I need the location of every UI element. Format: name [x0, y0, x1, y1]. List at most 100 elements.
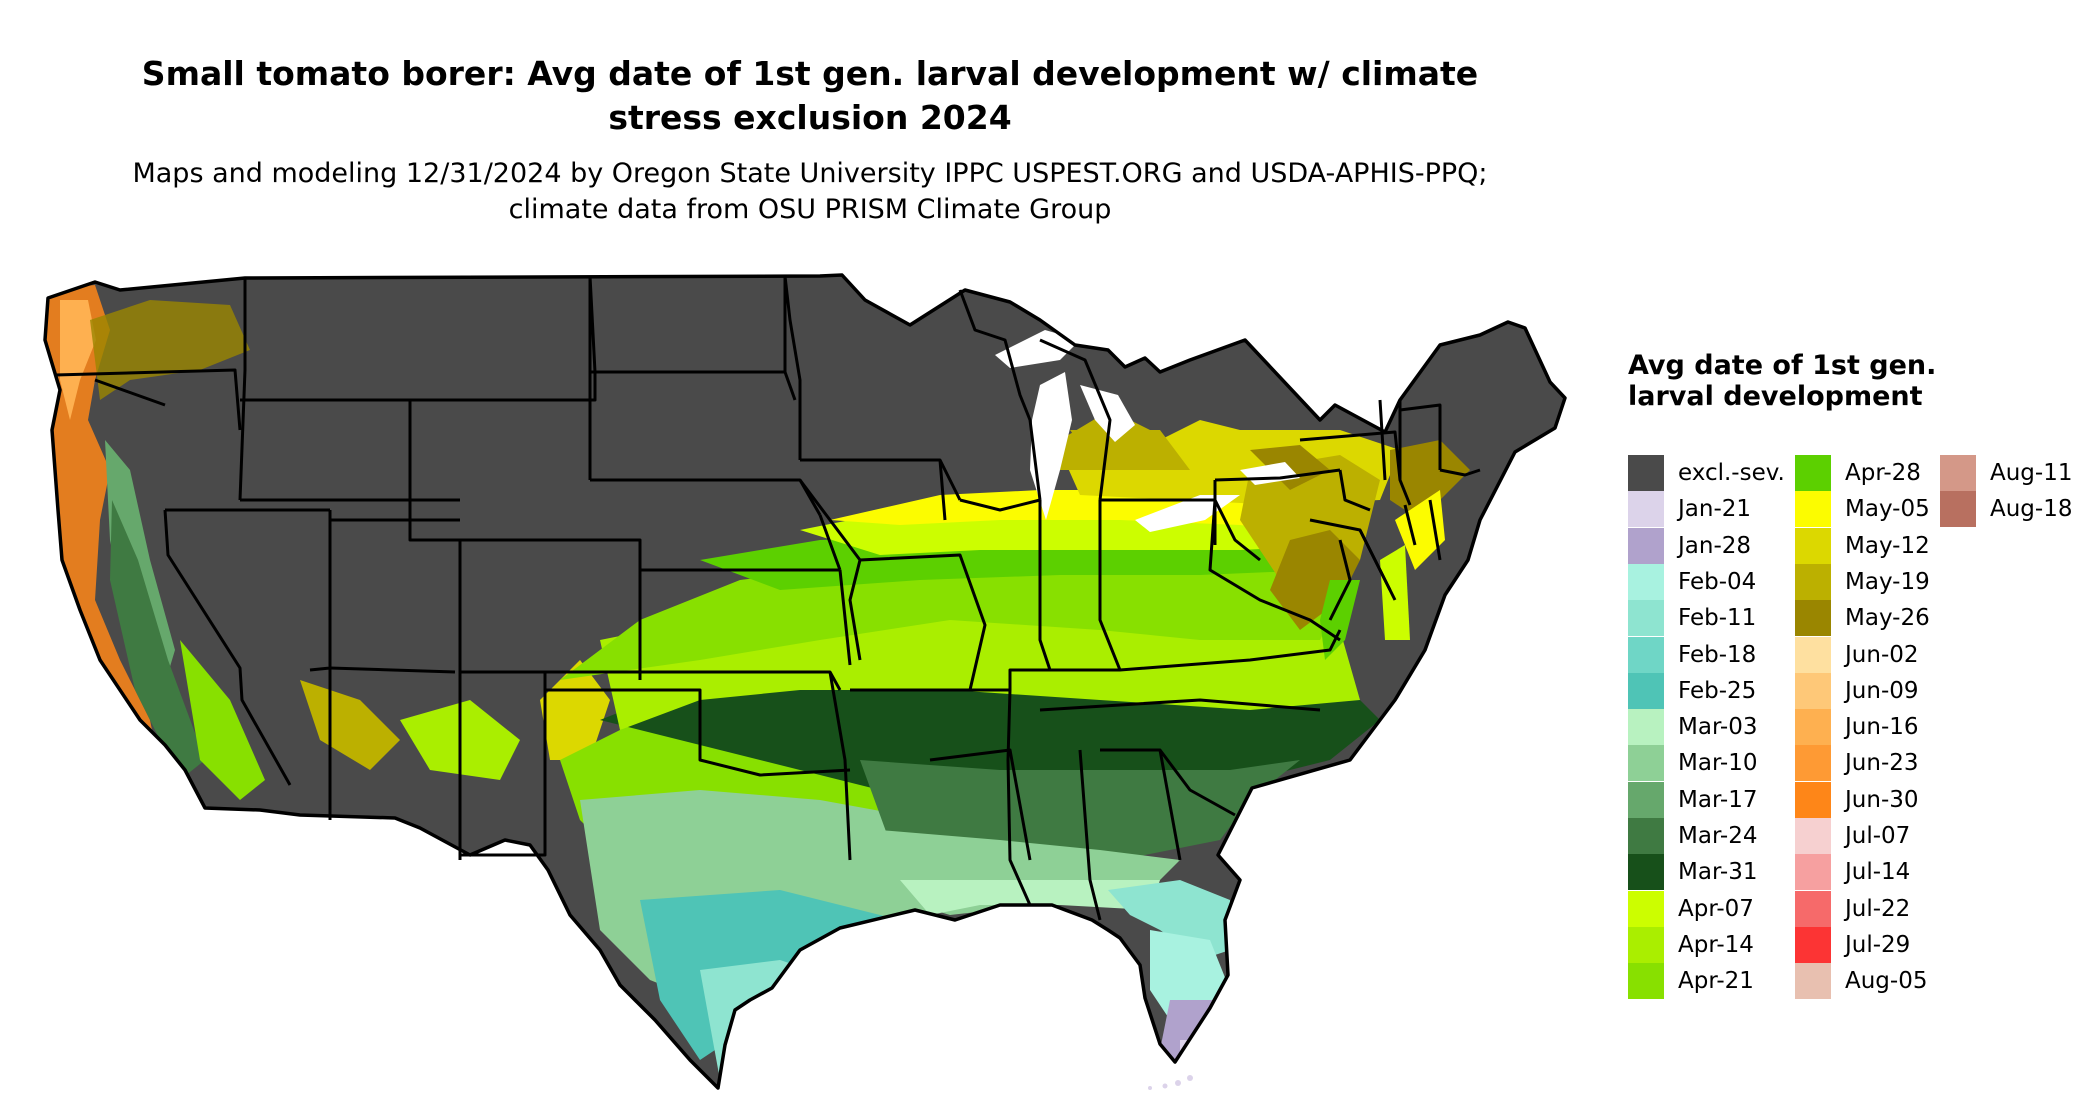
legend-item: Mar-31 — [1628, 854, 1928, 891]
legend-swatch — [1628, 527, 1664, 564]
legend-item: Jun-16 — [1795, 709, 2095, 746]
legend-swatch — [1628, 455, 1664, 491]
legend-item: Apr-14 — [1628, 926, 1928, 963]
legend-swatch — [1628, 672, 1664, 709]
legend-swatch — [1628, 818, 1664, 854]
legend-label: Apr-28 — [1845, 460, 1921, 486]
legend-item: Jan-28 — [1628, 527, 1928, 564]
legend-label: Jul-29 — [1845, 931, 1911, 958]
legend-label: Jun-16 — [1845, 714, 1919, 741]
legend-label: May-26 — [1845, 605, 1930, 632]
legend-swatch — [1795, 745, 1831, 782]
legend-swatch — [1795, 491, 1831, 528]
florida-keys — [1148, 1075, 1193, 1090]
legend-label: Jun-09 — [1845, 677, 1919, 704]
legend-label: Feb-04 — [1678, 568, 1757, 595]
legend-label: Jul-14 — [1845, 859, 1911, 886]
legend-label: May-05 — [1845, 496, 1930, 523]
legend-label: Mar-17 — [1678, 786, 1758, 813]
legend-item: Aug-05 — [1795, 963, 2095, 1000]
legend-label: Jun-23 — [1845, 750, 1919, 777]
legend-label: Jul-22 — [1845, 895, 1911, 922]
legend-swatch — [1628, 709, 1664, 746]
legend-item: Apr-28 — [1795, 455, 2095, 491]
legend-item: excl.-sev. — [1628, 455, 1928, 491]
legend-item: Feb-11 — [1628, 600, 1928, 637]
map-title: Small tomato borer: Avg date of 1st gen.… — [141, 54, 1479, 137]
legend-item: Apr-07 — [1628, 890, 1928, 927]
legend-label: Feb-25 — [1678, 677, 1757, 704]
legend-item: May-26 — [1795, 600, 2095, 637]
legend-swatch — [1795, 963, 1831, 1000]
legend-swatch — [1795, 926, 1831, 963]
legend-label: Jan-28 — [1678, 532, 1752, 559]
legend-item: Jun-30 — [1795, 781, 2095, 818]
legend-swatch — [1795, 636, 1831, 673]
legend-swatch — [1628, 491, 1664, 528]
legend-item: Feb-18 — [1628, 636, 1928, 673]
legend-item: Aug-18 — [1940, 491, 2100, 528]
legend-swatch — [1795, 600, 1831, 637]
legend-label: Aug-11 — [1990, 460, 2073, 486]
legend-item: Jul-14 — [1795, 854, 2095, 891]
legend-label: Jul-07 — [1845, 823, 1911, 849]
legend-swatch — [1795, 890, 1831, 927]
legend-swatch — [1795, 818, 1831, 854]
legend-swatch — [1795, 563, 1831, 600]
legend-item: Jun-02 — [1795, 636, 2095, 673]
legend-item: May-12 — [1795, 527, 2095, 564]
legend-item: Jun-23 — [1795, 745, 2095, 782]
legend-label: Mar-24 — [1678, 823, 1758, 849]
legend-swatch — [1940, 491, 1976, 528]
legend-swatch — [1628, 563, 1664, 600]
legend-swatch — [1628, 636, 1664, 673]
legend-item: Jul-22 — [1795, 890, 2095, 927]
legend-swatch — [1628, 963, 1664, 1000]
legend-swatch — [1795, 854, 1831, 891]
legend-label: Jan-21 — [1678, 496, 1752, 523]
legend-item: Mar-10 — [1628, 745, 1928, 782]
legend-label: Aug-05 — [1845, 968, 1928, 995]
legend-swatch — [1628, 745, 1664, 782]
legend-swatch — [1795, 672, 1831, 709]
legend-label: Mar-03 — [1678, 714, 1758, 741]
legend-label: May-12 — [1845, 532, 1930, 559]
legend-label: Mar-10 — [1678, 750, 1758, 777]
legend-label: Apr-07 — [1678, 895, 1754, 922]
legend-item: May-19 — [1795, 563, 2095, 600]
legend-swatch — [1628, 781, 1664, 818]
legend-swatch — [1628, 600, 1664, 637]
legend-item: Feb-04 — [1628, 563, 1928, 600]
legend-swatch — [1795, 527, 1831, 564]
legend-item: Apr-21 — [1628, 963, 1928, 1000]
legend-label: excl.-sev. — [1678, 460, 1785, 486]
legend-swatch — [1940, 455, 1976, 491]
legend-item: Aug-11 — [1940, 455, 2100, 491]
legend-item: Mar-17 — [1628, 781, 1928, 818]
legend-label: Aug-18 — [1990, 496, 2073, 523]
legend-label: May-19 — [1845, 568, 1930, 595]
legend-label: Mar-31 — [1678, 859, 1758, 886]
legend-item: May-05 — [1795, 491, 2095, 528]
legend-swatch — [1795, 709, 1831, 746]
legend-label: Apr-21 — [1678, 968, 1754, 995]
legend-swatch — [1795, 455, 1831, 491]
legend-item: Mar-03 — [1628, 709, 1928, 746]
legend-label: Feb-18 — [1678, 641, 1757, 668]
legend-swatch — [1795, 781, 1831, 818]
legend-label: Jun-02 — [1845, 641, 1919, 668]
legend-title: Avg date of 1st gen. larval development — [1628, 350, 1937, 412]
legend-swatch — [1628, 854, 1664, 891]
legend-item: Jul-07 — [1795, 818, 2095, 854]
state-borders — [43, 273, 1567, 1090]
legend-item: Jul-29 — [1795, 926, 2095, 963]
legend-swatch — [1628, 926, 1664, 963]
legend-item: Jun-09 — [1795, 672, 2095, 709]
legend-label: Apr-14 — [1678, 931, 1754, 958]
legend-item: Jan-21 — [1628, 491, 1928, 528]
legend-item: Feb-25 — [1628, 672, 1928, 709]
legend-label: Feb-11 — [1678, 605, 1757, 632]
map-subtitle: Maps and modeling 12/31/2024 by Oregon S… — [132, 158, 1488, 225]
